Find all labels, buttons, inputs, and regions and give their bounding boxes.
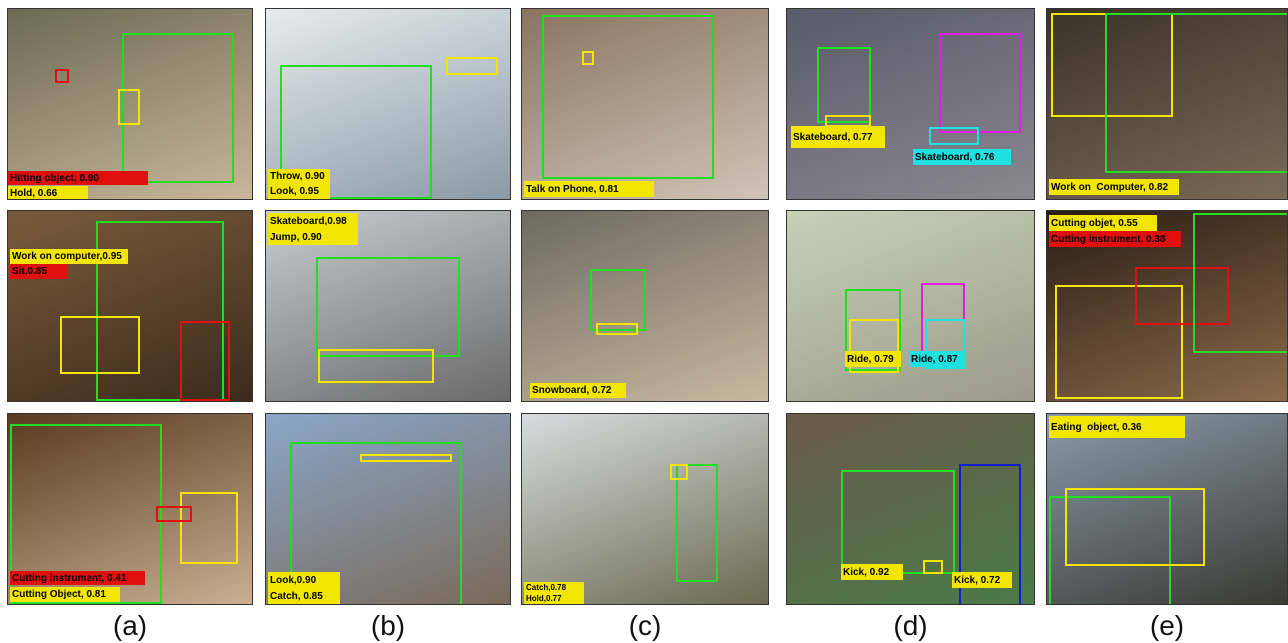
detection-label: Sit,0.85 bbox=[10, 264, 68, 279]
bounding-box bbox=[180, 321, 230, 401]
detection-label: Work on Computer, 0.82 bbox=[1049, 179, 1179, 195]
bounding-box bbox=[55, 69, 69, 83]
bounding-box bbox=[939, 33, 1021, 133]
detection-label: Cutting objet, 0.55 bbox=[1049, 215, 1157, 231]
detection-label: Hold,0.77 bbox=[524, 593, 584, 604]
detection-label: Ride, 0.79 bbox=[845, 351, 901, 367]
column-caption: (c) bbox=[521, 610, 769, 642]
detection-label: Look,0.90 bbox=[268, 572, 340, 588]
detection-label: Cutting Object, 0.81 bbox=[10, 587, 120, 602]
photo-panel: Ride, 0.79 Ride, 0.87 bbox=[786, 210, 1035, 402]
detection-label: Snowboard, 0.72 bbox=[530, 383, 626, 398]
detection-label: Skateboard, 0.76 bbox=[913, 149, 1011, 165]
figure: Hitting object, 0.90Hold, 0.66Work on co… bbox=[0, 0, 1288, 643]
detection-label: Cutting instrument, 0.38 bbox=[1049, 231, 1181, 247]
bounding-box bbox=[118, 89, 140, 125]
bounding-box bbox=[670, 464, 688, 480]
photo-panel: Talk on Phone, 0.81 bbox=[521, 8, 769, 200]
detection-label: Skateboard,0.98 bbox=[268, 213, 358, 229]
bounding-box bbox=[590, 269, 646, 331]
detection-label: Jump, 0.90 bbox=[268, 229, 358, 245]
column-caption: (a) bbox=[7, 610, 253, 642]
photo-panel: Kick, 0.92 Kick, 0.72 bbox=[786, 413, 1035, 605]
bounding-box bbox=[60, 316, 140, 374]
detection-label: Hitting object, 0.90 bbox=[8, 171, 148, 185]
column-caption: (e) bbox=[1046, 610, 1288, 642]
detection-label: Catch, 0.85 bbox=[268, 588, 340, 604]
detection-label: Cutting instrument, 0.41 bbox=[10, 571, 145, 585]
bounding-box bbox=[596, 323, 638, 335]
column-caption: (b) bbox=[265, 610, 511, 642]
bounding-box bbox=[180, 492, 238, 564]
photo-panel: Eating object, 0.36 bbox=[1046, 413, 1288, 605]
bounding-box bbox=[1105, 13, 1288, 173]
detection-label: Work on computer,0.95 bbox=[10, 249, 128, 264]
column-caption: (d) bbox=[786, 610, 1035, 642]
bounding-box bbox=[841, 470, 955, 574]
detection-label: Look, 0.95 bbox=[268, 184, 330, 199]
photo-panel: Skateboard, 0.77 Skateboard, 0.76 bbox=[786, 8, 1035, 200]
photo-panel: Snowboard, 0.72 bbox=[521, 210, 769, 402]
bounding-box bbox=[1065, 488, 1205, 566]
bounding-box bbox=[318, 349, 434, 383]
detection-label: Throw, 0.90 bbox=[268, 169, 330, 184]
bounding-box bbox=[923, 560, 943, 574]
photo-panel: Work on Computer, 0.82 bbox=[1046, 8, 1288, 200]
bounding-box bbox=[542, 15, 714, 179]
detection-label: Talk on Phone, 0.81 bbox=[524, 181, 654, 197]
detection-label: Eating object, 0.36 bbox=[1049, 416, 1185, 438]
detection-label: Kick, 0.72 bbox=[952, 572, 1012, 588]
photo-panel: Cutting instrument, 0.41 Cutting Object, … bbox=[7, 413, 253, 605]
bounding-box bbox=[676, 464, 718, 582]
detection-label: Ride, 0.87 bbox=[909, 351, 965, 367]
detection-label: Catch,0.78 bbox=[524, 582, 584, 593]
bounding-box bbox=[360, 454, 452, 462]
bounding-box bbox=[929, 127, 979, 145]
bounding-box bbox=[316, 257, 460, 357]
detection-label: Kick, 0.92 bbox=[841, 564, 903, 580]
bounding-box bbox=[582, 51, 594, 65]
bounding-box bbox=[446, 57, 498, 75]
detection-label: Hold, 0.66 bbox=[8, 186, 88, 200]
bounding-box bbox=[817, 47, 871, 123]
detection-label: Skateboard, 0.77 bbox=[791, 126, 885, 148]
bounding-box bbox=[156, 506, 192, 522]
bounding-box bbox=[1193, 213, 1288, 353]
